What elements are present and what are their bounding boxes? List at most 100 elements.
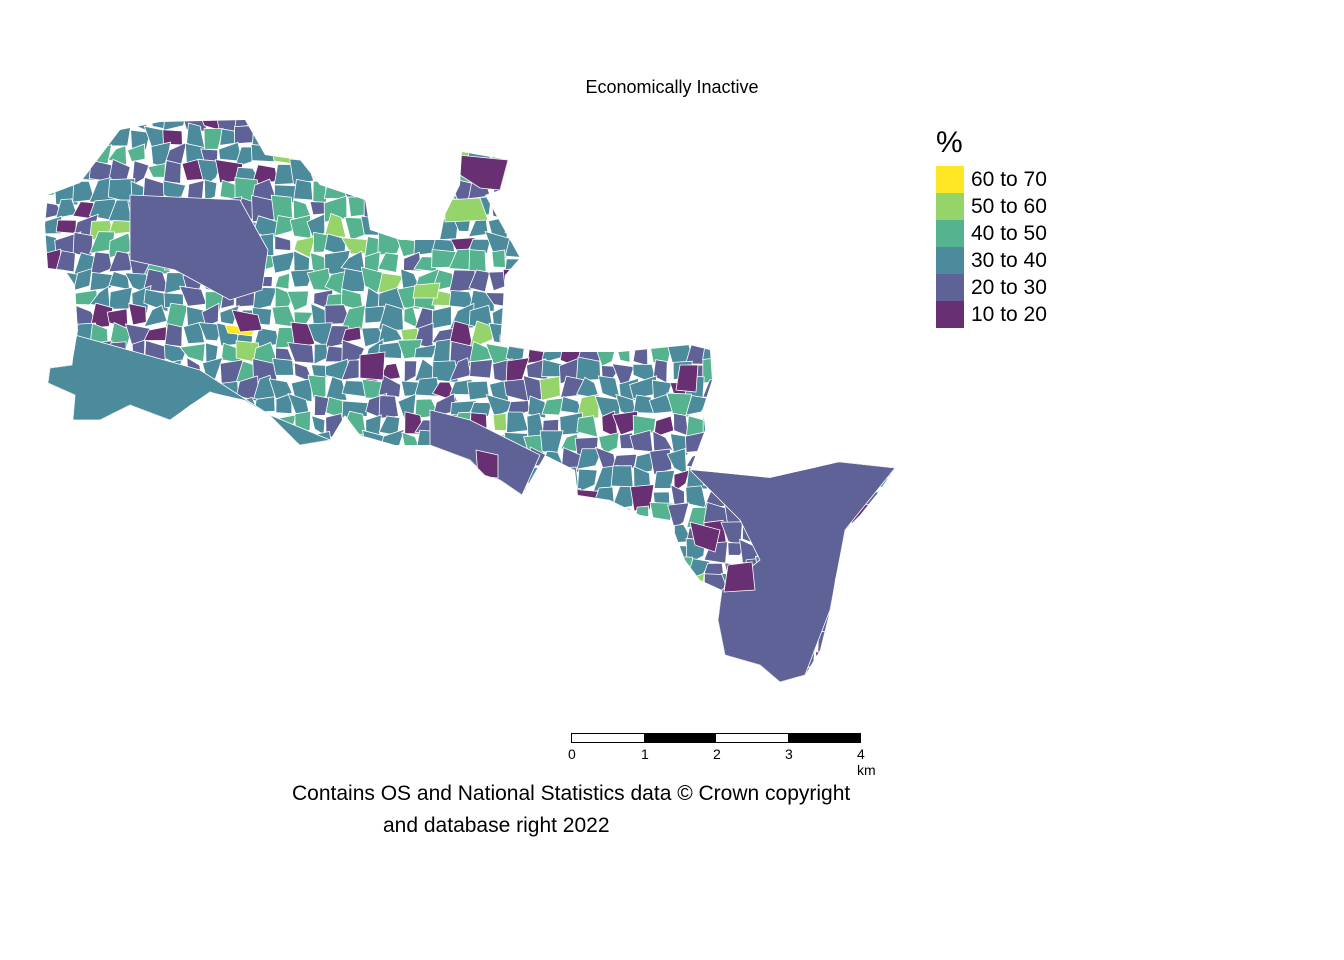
map-region xyxy=(466,380,490,401)
map-region xyxy=(849,123,873,143)
map-region xyxy=(58,545,80,561)
map-region xyxy=(812,272,838,291)
map-region xyxy=(92,645,111,673)
map-region xyxy=(726,379,747,403)
legend-item: 20 to 30 xyxy=(936,274,1047,301)
map-region xyxy=(143,522,168,543)
map-region xyxy=(683,267,709,290)
map-region xyxy=(340,631,369,647)
map-region xyxy=(539,179,562,205)
map-region xyxy=(109,450,134,473)
map-region xyxy=(671,197,692,217)
map-region xyxy=(327,663,347,682)
map-region xyxy=(343,163,370,187)
map-region xyxy=(683,147,706,164)
map-region xyxy=(558,248,582,273)
map-region xyxy=(796,272,815,295)
map-region xyxy=(468,595,493,619)
map-region xyxy=(413,572,440,599)
map-region xyxy=(485,663,514,682)
map-region xyxy=(272,468,291,492)
map-region xyxy=(575,325,603,344)
map-region xyxy=(848,267,870,292)
map-region xyxy=(846,395,872,417)
map-region xyxy=(73,431,94,455)
map-region xyxy=(53,627,74,648)
map-region xyxy=(725,215,746,240)
map-region xyxy=(432,483,458,508)
map-region xyxy=(543,680,565,682)
map-region xyxy=(430,595,457,619)
map-region xyxy=(741,416,765,438)
map-region xyxy=(647,285,672,312)
map-region xyxy=(399,164,417,186)
map-region xyxy=(363,123,386,150)
map-region xyxy=(470,522,495,542)
map-region xyxy=(365,468,387,487)
scale-label: 4 km xyxy=(857,746,876,778)
map-region xyxy=(648,686,670,702)
map-region xyxy=(504,541,526,560)
map-region xyxy=(827,142,855,167)
map-region xyxy=(505,302,526,332)
scale-bar-segments xyxy=(571,733,861,743)
map-region xyxy=(593,538,617,564)
map-region xyxy=(667,555,694,581)
map-region xyxy=(366,631,387,651)
map-region xyxy=(366,572,383,601)
map-region xyxy=(326,630,347,651)
map-region xyxy=(269,490,298,511)
map-region xyxy=(128,303,147,326)
map-region xyxy=(52,524,80,545)
map-region xyxy=(197,541,219,565)
map-region xyxy=(45,128,60,148)
map-region xyxy=(757,392,784,421)
map-region xyxy=(631,179,657,203)
scale-segment xyxy=(572,734,644,742)
map-region xyxy=(90,465,115,492)
map-region xyxy=(757,433,782,454)
map-region xyxy=(305,648,332,668)
map-region xyxy=(885,538,895,565)
map-region xyxy=(781,683,800,704)
map-region xyxy=(89,302,114,329)
map-region xyxy=(718,663,744,682)
map-region xyxy=(618,322,636,347)
map-region xyxy=(616,120,634,133)
map-region xyxy=(220,413,238,435)
map-region xyxy=(395,611,423,637)
map-region xyxy=(814,196,835,221)
map-region xyxy=(611,519,636,546)
map-region xyxy=(433,126,457,143)
map-region xyxy=(505,646,526,672)
map-region xyxy=(833,395,851,416)
map-region xyxy=(593,290,616,306)
map-region xyxy=(557,596,583,617)
map-region xyxy=(178,506,207,526)
map-region xyxy=(814,651,837,672)
map-region xyxy=(558,120,586,133)
map-region xyxy=(755,120,779,133)
map-region xyxy=(214,609,238,636)
map-region xyxy=(882,120,895,133)
map-region xyxy=(593,558,622,583)
map-region xyxy=(347,141,365,168)
map-region xyxy=(178,484,207,508)
map-region xyxy=(237,592,258,614)
map-region xyxy=(647,230,675,259)
map-region xyxy=(611,557,639,575)
map-region xyxy=(539,165,565,187)
map-region xyxy=(252,417,275,437)
map-region xyxy=(827,631,851,652)
map-region xyxy=(831,123,853,148)
scale-segment xyxy=(644,734,716,742)
map-region xyxy=(55,219,77,234)
map-region xyxy=(180,662,207,682)
map-region xyxy=(143,574,171,601)
map-region xyxy=(886,362,895,382)
map-region xyxy=(864,416,884,435)
map-region xyxy=(45,558,64,580)
map-region xyxy=(776,146,794,164)
map-region xyxy=(883,668,895,682)
map-region xyxy=(162,129,183,146)
